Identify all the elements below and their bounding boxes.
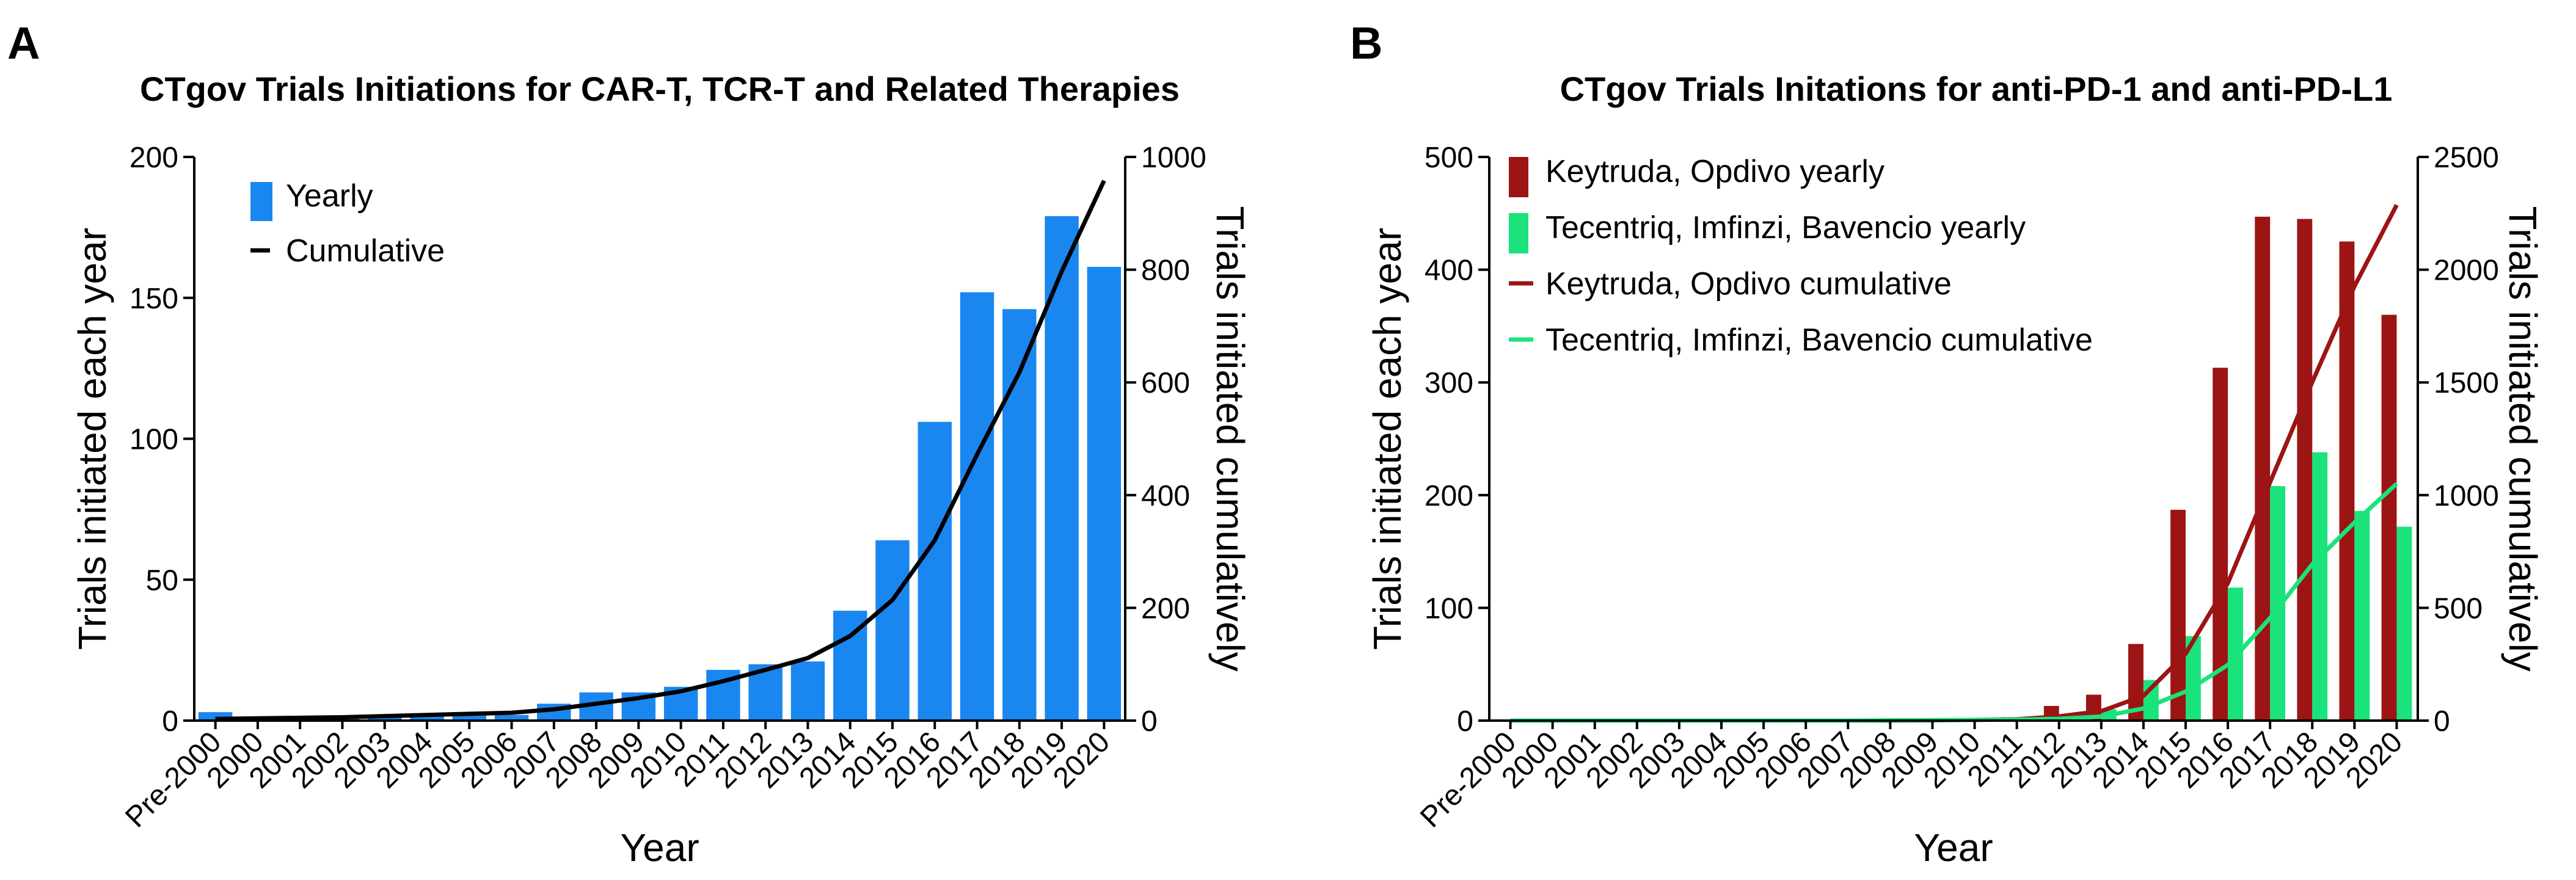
- legend-label-tecentriq-imfinzi-bavencio-yearly: Tecentriq, Imfinzi, Bavencio yearly: [1545, 210, 2026, 245]
- bar-yearly-2018: [1002, 309, 1037, 721]
- panel-label-b: B: [1350, 18, 1382, 68]
- bar-tecentriq-imfinzi-bavencio-yearly-2018: [2312, 452, 2328, 721]
- y-tick-label-left-50: 50: [146, 564, 178, 597]
- legend-swatch-keytruda-opdivo-yearly: [1509, 157, 1528, 197]
- y-tick-label-right-0: 0: [2434, 705, 2450, 738]
- bar-yearly-2015: [875, 540, 910, 721]
- y-tick-label-right-2000: 2000: [2434, 255, 2499, 287]
- y-tick-label-left-0: 0: [1457, 705, 1473, 738]
- legend-label-tecentriq-imfinzi-bavencio-cumulative: Tecentriq, Imfinzi, Bavencio cumulative: [1545, 322, 2093, 358]
- x-axis-title: Year: [1914, 826, 1993, 870]
- y-tick-label-left-150: 150: [130, 283, 178, 315]
- legend-label-keytruda-opdivo-cumulative: Keytruda, Opdivo cumulative: [1545, 266, 1952, 302]
- bar-keytruda-opdivo-yearly-2018: [2297, 219, 2313, 721]
- y-tick-label-right-200: 200: [1141, 592, 1190, 625]
- legend-label-cumulative: Cumulative: [286, 233, 445, 269]
- legend-swatch-tecentriq-imfinzi-bavencio-yearly: [1509, 213, 1528, 253]
- y-tick-label-right-0: 0: [1141, 705, 1158, 738]
- bar-keytruda-opdivo-yearly-2017: [2255, 216, 2271, 721]
- bar-keytruda-opdivo-yearly-2019: [2339, 241, 2355, 721]
- y-tick-label-right-1000: 1000: [1141, 142, 1206, 174]
- y-tick-label-right-2500: 2500: [2434, 142, 2499, 174]
- y-tick-label-right-400: 400: [1141, 480, 1190, 512]
- y-tick-label-left-400: 400: [1425, 255, 1473, 287]
- bar-keytruda-opdivo-yearly-2020: [2381, 315, 2397, 721]
- y-tick-label-left-200: 200: [1425, 480, 1473, 512]
- y-tick-label-right-1000: 1000: [2434, 480, 2499, 512]
- y-axis-title-right: Trials initiated cumulatively: [2501, 206, 2545, 671]
- y-tick-label-left-500: 500: [1425, 142, 1473, 174]
- bar-yearly-2004: [410, 715, 444, 721]
- legend-label-keytruda-opdivo-yearly: Keytruda, Opdivo yearly: [1545, 154, 1885, 189]
- panel-label-a: A: [7, 18, 40, 68]
- y-tick-label-right-500: 500: [2434, 592, 2483, 625]
- chart-title: CTgov Trials Initiations for CAR-T, TCR-…: [140, 70, 1180, 108]
- y-axis-title-left: Trials initiated each year: [70, 228, 114, 650]
- line-cumulative: [215, 180, 1106, 721]
- bar-yearly-2013: [790, 661, 825, 721]
- y-tick-label-left-100: 100: [130, 424, 178, 456]
- bar-tecentriq-imfinzi-bavencio-yearly-2020: [2396, 526, 2412, 721]
- bar-yearly-2020: [1087, 266, 1122, 721]
- chart-b: CTgov Trials Initations for anti-PD-1 an…: [1365, 70, 2545, 870]
- bar-yearly-2005: [452, 715, 486, 721]
- y-axis-title-left: Trials initiated each year: [1365, 228, 1409, 650]
- bar-yearly-2006: [494, 715, 529, 721]
- y-tick-label-left-100: 100: [1425, 592, 1473, 625]
- chart-a: CTgov Trials Initiations for CAR-T, TCR-…: [70, 70, 1252, 870]
- bar-yearly-2019: [1045, 216, 1079, 721]
- legend-label-yearly: Yearly: [286, 178, 373, 214]
- bar-tecentriq-imfinzi-bavencio-yearly-2019: [2354, 511, 2370, 721]
- y-tick-label-right-1500: 1500: [2434, 367, 2499, 399]
- legend-swatch-yearly: [250, 182, 272, 221]
- y-tick-label-right-800: 800: [1141, 255, 1190, 287]
- y-tick-label-right-600: 600: [1141, 367, 1190, 399]
- chart-title: CTgov Trials Initations for anti-PD-1 an…: [1560, 70, 2393, 108]
- y-tick-label-left-300: 300: [1425, 367, 1473, 399]
- y-tick-label-left-200: 200: [130, 142, 178, 174]
- y-tick-label-left-0: 0: [162, 705, 178, 738]
- bar-yearly-2016: [918, 421, 952, 721]
- x-axis-title: Year: [620, 826, 699, 870]
- y-axis-title-right: Trials initiated cumulatively: [1208, 206, 1252, 671]
- bar-keytruda-opdivo-yearly-2015: [2170, 509, 2186, 721]
- bar-yearly-2017: [960, 292, 994, 721]
- bar-keytruda-opdivo-yearly-2016: [2213, 368, 2228, 721]
